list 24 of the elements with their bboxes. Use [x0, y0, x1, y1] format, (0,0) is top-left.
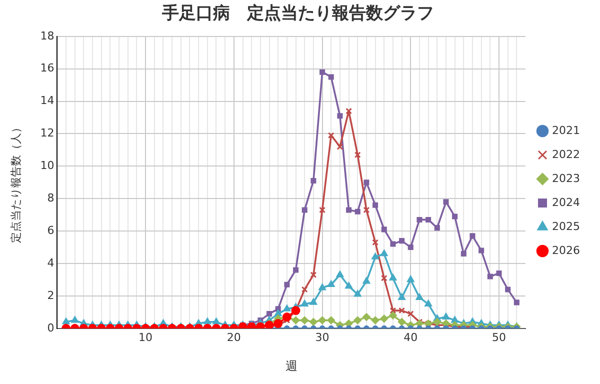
y-tick-label: 16 — [40, 62, 54, 75]
x-tick-label: 50 — [492, 330, 506, 344]
y-axis-title: 定点当たり報告数（人） — [9, 122, 22, 243]
y-tick-label: 0 — [47, 321, 54, 334]
y-tick-label: 4 — [47, 256, 54, 270]
legend-label: 2023 — [552, 172, 580, 185]
y-tick-label: 2 — [47, 288, 54, 302]
legend-label: 2021 — [552, 124, 580, 137]
y-tick-label: 18 — [40, 29, 54, 42]
legend-label: 2022 — [552, 148, 580, 161]
y-tick-label: 6 — [47, 224, 54, 237]
chart-title: 手足口病 定点当たり報告数グラフ — [161, 4, 434, 24]
legend-label: 2026 — [552, 244, 580, 257]
x-tick-label: 20 — [226, 330, 241, 344]
y-tick-label: 8 — [47, 191, 54, 204]
y-tick-label: 14 — [40, 94, 54, 108]
x-axis-title: 週 — [285, 358, 298, 373]
legend-label: 2025 — [552, 220, 580, 233]
y-tick-label: 10 — [40, 159, 54, 172]
x-tick-label: 10 — [138, 330, 153, 344]
x-tick-label: 30 — [315, 330, 330, 344]
y-tick-label: 12 — [40, 126, 54, 140]
legend-label: 2024 — [552, 196, 580, 209]
x-tick-label: 40 — [404, 330, 418, 344]
